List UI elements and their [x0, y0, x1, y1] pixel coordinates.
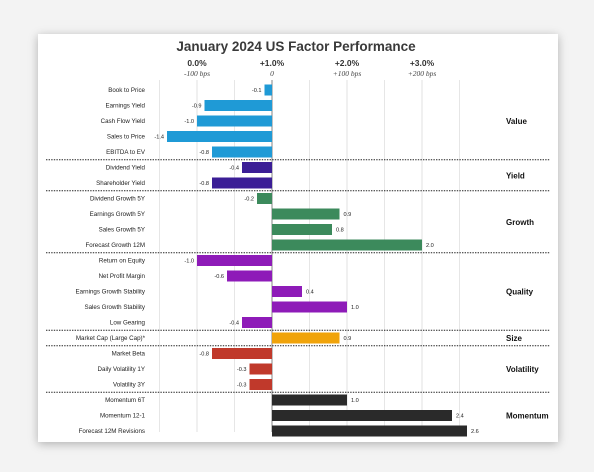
bar-momentum-12-1 — [272, 410, 452, 421]
bar-net-profit-margin — [227, 270, 272, 282]
bar-dividend-yield — [242, 162, 272, 173]
value-label: -1.0 — [184, 119, 194, 125]
group-separators — [46, 159, 550, 393]
value-labels: -0.1 -0.9 -1.0 -1.4 -0.8 -0.4 -0.8 -0.2 0.9 0.8 2.… — [154, 88, 478, 435]
bar-daily-volatility-1y — [249, 363, 272, 375]
group-label-value: Value — [506, 117, 527, 126]
category-label: Forecast Growth 12M — [86, 242, 146, 249]
category-label: Sales to Price — [107, 134, 146, 141]
category-label: Book to Price — [108, 87, 145, 94]
x-tick-bps-label: +200 bps — [408, 69, 437, 78]
group-label-growth: Growth — [506, 218, 534, 227]
value-label: -0.1 — [252, 88, 262, 94]
bar-cash-flow-yield — [197, 115, 272, 127]
bar-earnings-yield — [204, 100, 272, 111]
group-labels: Value Yield Growth Quality Size Volatility Mom… — [506, 117, 549, 421]
category-label: Momentum 6T — [105, 397, 145, 404]
value-label: -0.4 — [229, 321, 239, 327]
value-label: -1.0 — [184, 259, 194, 265]
x-axis-ticks: 0.0%-100 bps +1.0%0 +2.0%+100 bps +3.0%+200… — [184, 58, 436, 78]
category-label: Earnings Yield — [105, 103, 145, 110]
category-label: Daily Volatility 1Y — [98, 366, 145, 373]
value-label: 0.4 — [306, 290, 314, 296]
category-label: Market Cap (Large Cap)* — [76, 335, 146, 342]
value-label: 2.4 — [456, 414, 464, 420]
factor-chart: January 2024 US Factor Performance 0.0%-… — [46, 39, 550, 437]
category-label: Cash Flow Yield — [101, 118, 146, 125]
x-tick-label: +1.0% — [260, 58, 285, 68]
bar-earnings-growth-5y — [272, 208, 340, 220]
value-label: -0.8 — [199, 150, 209, 156]
category-label: Volatility 3Y — [113, 382, 145, 389]
value-label: -0.8 — [199, 352, 209, 358]
bar-forecast-growth-12m — [272, 239, 422, 251]
value-label: 0.9 — [344, 336, 352, 342]
category-labels: Book to Price Earnings Yield Cash Flow Yie… — [76, 87, 146, 435]
category-label: Dividend Yield — [106, 165, 146, 172]
value-label: -1.4 — [154, 135, 164, 141]
bar-market-cap-large-cap — [272, 332, 340, 344]
x-tick-label: +3.0% — [410, 58, 435, 68]
bar-volatility-3y — [249, 379, 272, 390]
x-tick-label: +2.0% — [335, 58, 360, 68]
chart-card: January 2024 US Factor Performance 0.0% -… — [38, 34, 558, 442]
category-label: Return on Equity — [99, 258, 146, 265]
value-label: -0.6 — [214, 274, 224, 280]
category-label: Dividend Growth 5Y — [90, 196, 145, 203]
value-label: 0.9 — [344, 212, 352, 218]
category-label: Shareholder Yield — [96, 180, 145, 187]
group-label-size: Size — [506, 334, 523, 343]
value-label: -0.8 — [199, 181, 209, 187]
value-label: -0.4 — [229, 166, 239, 172]
bar-dividend-growth-5y — [257, 193, 272, 204]
value-label: 2.6 — [471, 429, 479, 435]
bar-shareholder-yield — [212, 177, 272, 189]
group-label-yield: Yield — [506, 171, 525, 180]
bar-momentum-6t — [272, 394, 347, 406]
category-label: Net Profit Margin — [99, 273, 146, 280]
value-label: 1.0 — [351, 398, 359, 404]
value-label: -0.3 — [237, 383, 247, 389]
category-label: Sales Growth 5Y — [99, 227, 145, 234]
bar-book-to-price — [264, 84, 272, 96]
value-label: -0.2 — [244, 197, 254, 203]
value-label: 0.8 — [336, 228, 344, 234]
category-label: Momentum 12-1 — [100, 413, 146, 420]
bar-forecast-12m-revisions — [272, 425, 467, 437]
value-label: 1.0 — [351, 305, 359, 311]
bar-ebitda-to-ev — [212, 146, 272, 158]
bar-market-beta — [212, 348, 272, 359]
category-label: Forecast 12M Revisions — [79, 428, 145, 435]
bar-earnings-growth-stability — [272, 286, 302, 297]
bar-low-gearing — [242, 317, 272, 328]
x-tick-label: 0.0% — [187, 58, 207, 68]
value-label: 2.0 — [426, 243, 434, 249]
group-label-momentum: Momentum — [506, 412, 549, 421]
bar-return-on-equity — [197, 255, 272, 266]
bars — [167, 84, 467, 437]
category-label: Low Gearing — [110, 320, 146, 327]
x-tick-bps-label: +100 bps — [333, 69, 362, 78]
value-label: -0.9 — [192, 104, 202, 110]
category-label: Market Beta — [112, 351, 146, 358]
category-label: EBITDA to EV — [106, 149, 146, 156]
category-label: Earnings Growth 5Y — [90, 211, 145, 218]
group-label-volatility: Volatility — [506, 365, 539, 374]
bar-sales-growth-5y — [272, 224, 332, 235]
group-label-quality: Quality — [506, 288, 534, 297]
value-label: -0.3 — [237, 367, 247, 373]
x-tick-bps-label: -100 bps — [184, 69, 210, 78]
x-tick-bps-label: 0 — [270, 69, 274, 78]
category-label: Earnings Growth Stability — [76, 289, 146, 296]
bar-sales-to-price — [167, 131, 272, 142]
chart-title: January 2024 US Factor Performance — [176, 39, 416, 54]
bar-sales-growth-stability — [272, 301, 347, 313]
category-label: Sales Growth Stability — [84, 304, 145, 311]
